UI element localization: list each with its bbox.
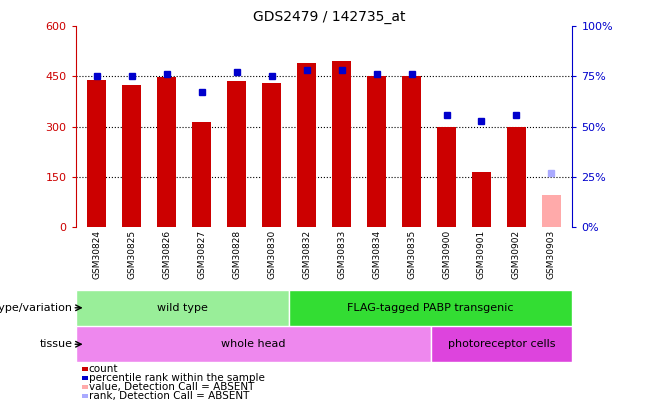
Bar	[157, 77, 176, 227]
Bar	[227, 81, 246, 227]
Text: GSM30902: GSM30902	[512, 230, 521, 279]
Text: GSM30827: GSM30827	[197, 230, 206, 279]
Text: whole head: whole head	[221, 339, 286, 349]
Text: count: count	[89, 364, 118, 374]
Bar	[367, 77, 386, 227]
Bar	[297, 63, 316, 227]
Text: FLAG-tagged PABP transgenic: FLAG-tagged PABP transgenic	[347, 303, 514, 313]
Bar	[437, 126, 456, 227]
Text: GSM30832: GSM30832	[302, 230, 311, 279]
Text: GSM30901: GSM30901	[477, 230, 486, 279]
Text: GSM30824: GSM30824	[92, 230, 101, 279]
Bar	[472, 173, 491, 227]
Text: GSM30830: GSM30830	[267, 230, 276, 279]
Bar	[507, 127, 526, 227]
Text: GSM30826: GSM30826	[162, 230, 171, 279]
Bar	[430, 326, 572, 362]
Text: GSM30828: GSM30828	[232, 230, 241, 279]
Bar	[122, 85, 141, 227]
Bar	[76, 326, 430, 362]
Text: rank, Detection Call = ABSENT: rank, Detection Call = ABSENT	[89, 391, 249, 401]
Text: value, Detection Call = ABSENT: value, Detection Call = ABSENT	[89, 382, 254, 392]
Text: genotype/variation: genotype/variation	[0, 303, 72, 313]
Bar	[332, 62, 351, 227]
Text: GDS2479 / 142735_at: GDS2479 / 142735_at	[253, 10, 405, 24]
Text: photoreceptor cells: photoreceptor cells	[447, 339, 555, 349]
Text: tissue: tissue	[39, 339, 72, 349]
Text: GSM30903: GSM30903	[547, 230, 556, 279]
Bar	[262, 83, 281, 227]
Bar	[87, 80, 107, 227]
Text: GSM30835: GSM30835	[407, 230, 416, 279]
Bar	[289, 290, 572, 326]
Text: GSM30900: GSM30900	[442, 230, 451, 279]
Text: GSM30833: GSM30833	[337, 230, 346, 279]
Bar	[542, 195, 561, 227]
Text: GSM30825: GSM30825	[127, 230, 136, 279]
Bar	[76, 290, 289, 326]
Text: percentile rank within the sample: percentile rank within the sample	[89, 373, 265, 383]
Text: wild type: wild type	[157, 303, 207, 313]
Bar	[192, 122, 211, 227]
Text: GSM30834: GSM30834	[372, 230, 381, 279]
Bar	[402, 77, 421, 227]
